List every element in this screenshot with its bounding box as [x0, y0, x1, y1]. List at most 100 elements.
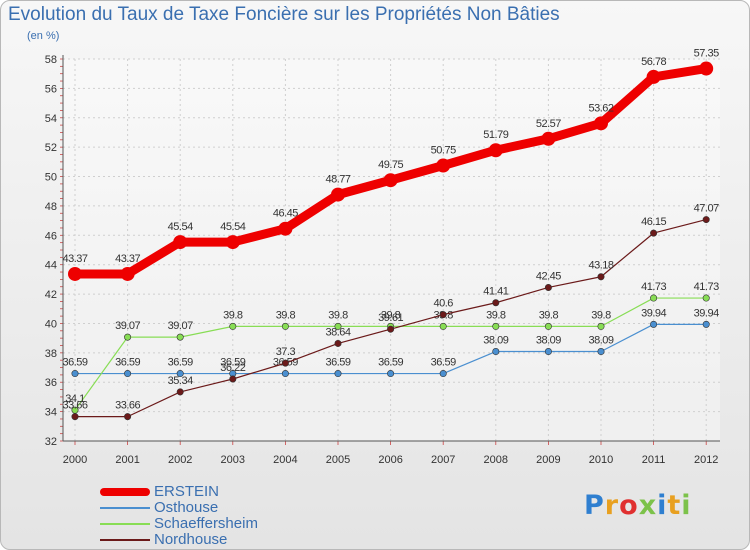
data-label-erstein: 57.35	[694, 48, 719, 60]
logo-letter: r	[604, 490, 620, 521]
data-label-nordhouse: 47.07	[694, 203, 719, 215]
data-point-erstein	[436, 158, 451, 173]
data-point-nordhouse	[387, 325, 395, 333]
data-label-nordhouse: 42.45	[536, 270, 561, 282]
y-tick-label: 44	[45, 260, 57, 272]
data-label-osthouse: 36.59	[220, 357, 245, 369]
data-point-erstein	[68, 266, 82, 281]
x-tick-label: 2002	[168, 454, 192, 466]
data-label-nordhouse: 46.15	[641, 216, 666, 228]
legend-label-osthouse: Osthouse	[154, 499, 219, 516]
logo-letter: i	[657, 490, 668, 521]
x-tick-label: 2001	[115, 454, 139, 466]
data-label-nordhouse: 33.66	[62, 400, 87, 412]
data-label-osthouse: 38.09	[588, 335, 613, 347]
data-point-nordhouse	[229, 375, 237, 383]
data-point-schaeffersheim	[124, 333, 132, 341]
data-label-nordhouse: 38.64	[325, 326, 350, 338]
data-label-nordhouse: 33.66	[115, 400, 140, 412]
data-point-erstein	[120, 266, 135, 281]
data-point-erstein	[331, 187, 345, 202]
legend-swatch-erstein	[100, 488, 150, 496]
data-label-erstein: 49.75	[378, 159, 403, 171]
data-label-nordhouse: 36.22	[220, 362, 245, 374]
y-tick-label: 32	[45, 436, 57, 448]
data-point-osthouse	[124, 370, 132, 378]
data-point-nordhouse	[492, 299, 500, 307]
data-label-erstein: 56.78	[641, 56, 666, 68]
data-point-osthouse	[544, 348, 552, 356]
data-label-osthouse: 39.94	[694, 307, 719, 319]
data-label-osthouse: 36.59	[378, 357, 403, 369]
data-point-osthouse	[650, 320, 658, 328]
data-label-osthouse: 36.59	[62, 357, 87, 369]
data-label-schaeffersheim: 41.73	[641, 281, 666, 293]
data-point-nordhouse	[281, 359, 289, 367]
data-label-erstein: 45.54	[168, 221, 193, 233]
data-label-nordhouse: 40.6	[433, 298, 453, 310]
data-label-schaeffersheim: 39.07	[115, 320, 140, 332]
logo-letter: i	[681, 490, 692, 521]
data-point-nordhouse	[71, 413, 79, 421]
data-label-osthouse: 36.59	[431, 357, 456, 369]
data-point-osthouse	[176, 370, 184, 378]
x-tick-label: 2000	[63, 454, 87, 466]
x-tick-label: 2009	[536, 454, 560, 466]
data-point-nordhouse	[124, 413, 132, 421]
legend-swatch-nordhouse	[100, 539, 150, 541]
data-label-osthouse: 38.09	[536, 335, 561, 347]
data-point-osthouse	[71, 370, 79, 378]
data-point-erstein	[594, 116, 608, 131]
data-point-erstein	[173, 235, 188, 250]
y-unit-label: (en %)	[27, 30, 60, 42]
data-point-nordhouse	[702, 216, 710, 224]
legend-swatch-osthouse	[100, 507, 150, 509]
data-label-osthouse: 38.09	[483, 335, 508, 347]
data-label-schaeffersheim: 39.8	[276, 309, 296, 321]
data-label-nordhouse: 35.34	[168, 375, 193, 387]
data-point-schaeffersheim	[492, 322, 500, 330]
data-point-osthouse	[334, 370, 342, 378]
data-label-erstein: 46.45	[273, 208, 298, 220]
data-label-schaeffersheim: 39.8	[591, 309, 611, 321]
x-tick-label: 2006	[378, 454, 402, 466]
data-label-erstein: 45.54	[220, 221, 245, 233]
x-tick-label: 2010	[589, 454, 613, 466]
x-tick-label: 2005	[326, 454, 350, 466]
y-tick-label: 34	[45, 407, 57, 419]
data-label-schaeffersheim: 39.07	[168, 320, 193, 332]
data-point-nordhouse	[544, 283, 552, 291]
x-tick-label: 2004	[273, 454, 297, 466]
logo-letter: t	[667, 490, 682, 521]
data-point-erstein	[541, 131, 556, 146]
x-tick-label: 2007	[431, 454, 455, 466]
proxiti-logo: Proxiti	[584, 490, 692, 521]
data-point-schaeffersheim	[650, 294, 658, 302]
y-tick-label: 40	[45, 318, 57, 330]
data-label-schaeffersheim: 39.8	[328, 309, 348, 321]
logo-letter: P	[584, 490, 605, 521]
x-tick-label: 2003	[221, 454, 245, 466]
data-label-schaeffersheim: 39.8	[539, 309, 559, 321]
data-point-nordhouse	[597, 273, 605, 281]
y-tick-label: 48	[45, 201, 57, 213]
data-label-nordhouse: 43.18	[588, 260, 613, 272]
data-point-osthouse	[439, 370, 447, 378]
data-label-nordhouse: 39.61	[378, 312, 403, 324]
data-label-osthouse: 36.59	[168, 357, 193, 369]
data-point-schaeffersheim	[597, 322, 605, 330]
data-point-schaeffersheim	[281, 322, 289, 330]
legend-label-erstein: ERSTEIN	[154, 483, 220, 500]
data-label-nordhouse: 37.3	[276, 346, 296, 358]
data-label-nordhouse: 41.41	[483, 286, 508, 298]
data-label-osthouse: 36.59	[325, 357, 350, 369]
legend-label-schaeffersheim: Schaeffersheim	[154, 515, 258, 532]
data-label-erstein: 43.37	[62, 253, 87, 265]
data-label-erstein: 53.62	[588, 102, 613, 114]
data-label-osthouse: 36.59	[115, 357, 140, 369]
y-tick-label: 38	[45, 348, 57, 360]
data-point-osthouse	[281, 370, 289, 378]
data-point-nordhouse	[650, 229, 658, 237]
data-point-osthouse	[492, 348, 500, 356]
data-point-schaeffersheim	[544, 322, 552, 330]
